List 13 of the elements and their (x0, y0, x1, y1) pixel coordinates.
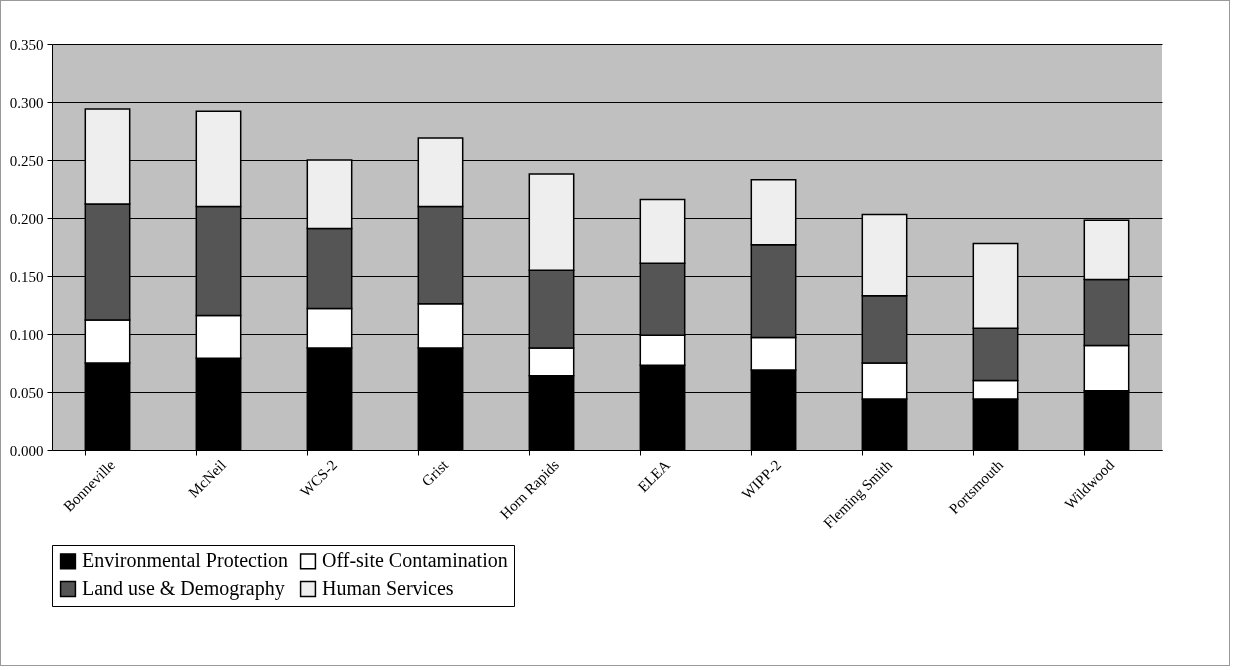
y-tick-label: 0.150 (9, 268, 44, 285)
y-tick-label: 0.250 (9, 152, 44, 169)
y-tick-label: 0.350 (9, 36, 44, 53)
x-tick-label: Grist (418, 456, 452, 490)
legend-label: Land use & Demography (82, 577, 285, 600)
legend-label: Human Services (322, 577, 454, 599)
y-tick-label: 0.100 (9, 326, 44, 343)
y-tick-label: 0.050 (9, 384, 44, 401)
y-tick-label: 0.000 (9, 442, 44, 459)
legend-label: Off-site Contamination (322, 549, 508, 572)
y-tick-label: 0.300 (9, 94, 44, 111)
legend-label: Environmental Protection (82, 549, 289, 572)
y-tick-label: 0.200 (9, 210, 44, 227)
